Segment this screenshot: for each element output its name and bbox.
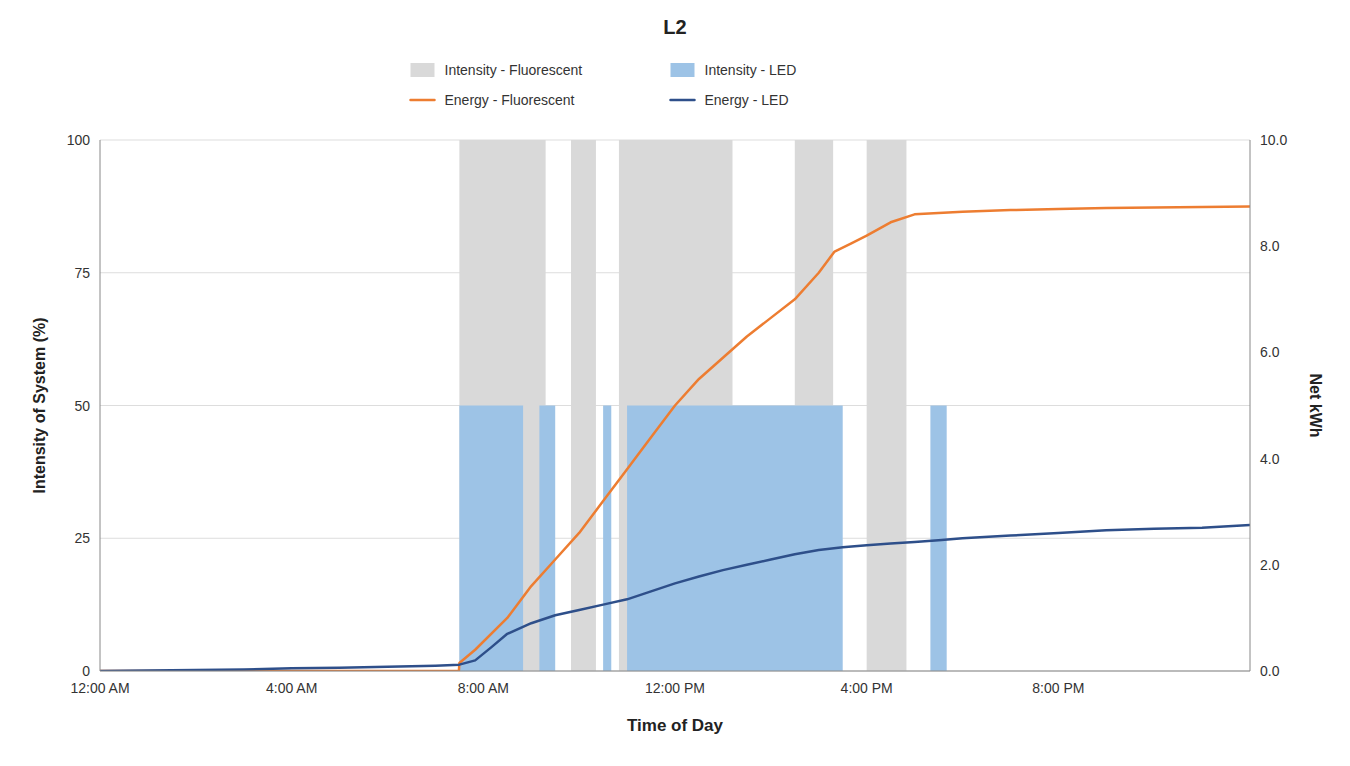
y-tick-label: 25 (74, 530, 90, 546)
legend-label: Intensity - LED (705, 62, 797, 78)
y2-tick-label: 8.0 (1260, 238, 1280, 254)
y2-axis-line (1250, 140, 1251, 671)
legend: Intensity - Fluorescent Intensity - LED En… (411, 62, 797, 108)
y2-tick-label: 2.0 (1260, 557, 1280, 573)
line (100, 206, 1250, 671)
legend-label: Intensity - Fluorescent (445, 62, 583, 78)
title: L2 (663, 16, 686, 38)
y-tick-label: 50 (74, 398, 90, 414)
bar (459, 140, 545, 671)
bar (627, 406, 843, 672)
x-axis-label: Time of Day (627, 716, 724, 735)
legend-label: Energy - LED (705, 92, 789, 108)
x-tick-label: 4:00 PM (841, 680, 893, 696)
bar-series (459, 406, 946, 672)
x-tick-label: 12:00 PM (645, 680, 705, 696)
y-axis-label: Intensity of System (%) (31, 317, 48, 493)
x-tick-label: 8:00 AM (458, 680, 509, 696)
legend-label: Energy - Fluorescent (445, 92, 575, 108)
x-tick-label: 12:00 AM (70, 680, 129, 696)
axes (100, 140, 1250, 671)
y2-tick-label: 0.0 (1260, 663, 1280, 679)
background (0, 0, 1350, 766)
y-axis-line (100, 140, 101, 671)
bar (930, 406, 946, 672)
y2-tick-label: 6.0 (1260, 344, 1280, 360)
x-tick-label: 4:00 AM (266, 680, 317, 696)
legend-swatch (671, 99, 695, 102)
legend-swatch (411, 99, 435, 102)
y2-tick-label: 4.0 (1260, 451, 1280, 467)
bar (603, 406, 611, 672)
y2-tick-label: 10.0 (1260, 132, 1287, 148)
chart: L2 12:00 AM 4:00 AM 8:00 AM 12:00 PM 4:00 PM 8… (0, 0, 1350, 766)
bar (571, 140, 596, 671)
legend-swatch (411, 63, 435, 77)
legend-swatch (671, 63, 695, 77)
y-tick-label: 75 (74, 265, 90, 281)
y2-axis-label: Net kWh (1307, 374, 1324, 438)
grid-line (100, 671, 1250, 672)
y-tick-label: 0 (82, 663, 90, 679)
ticks: 12:00 AM 4:00 AM 8:00 AM 12:00 PM 4:00 PM 8:0… (67, 132, 1288, 696)
bar (539, 406, 555, 672)
line (100, 525, 1250, 671)
marks (100, 140, 1250, 671)
grid (100, 140, 1250, 671)
x-axis-line (100, 671, 1250, 672)
x-tick-label: 8:00 PM (1032, 680, 1084, 696)
y-tick-label: 100 (67, 132, 91, 148)
